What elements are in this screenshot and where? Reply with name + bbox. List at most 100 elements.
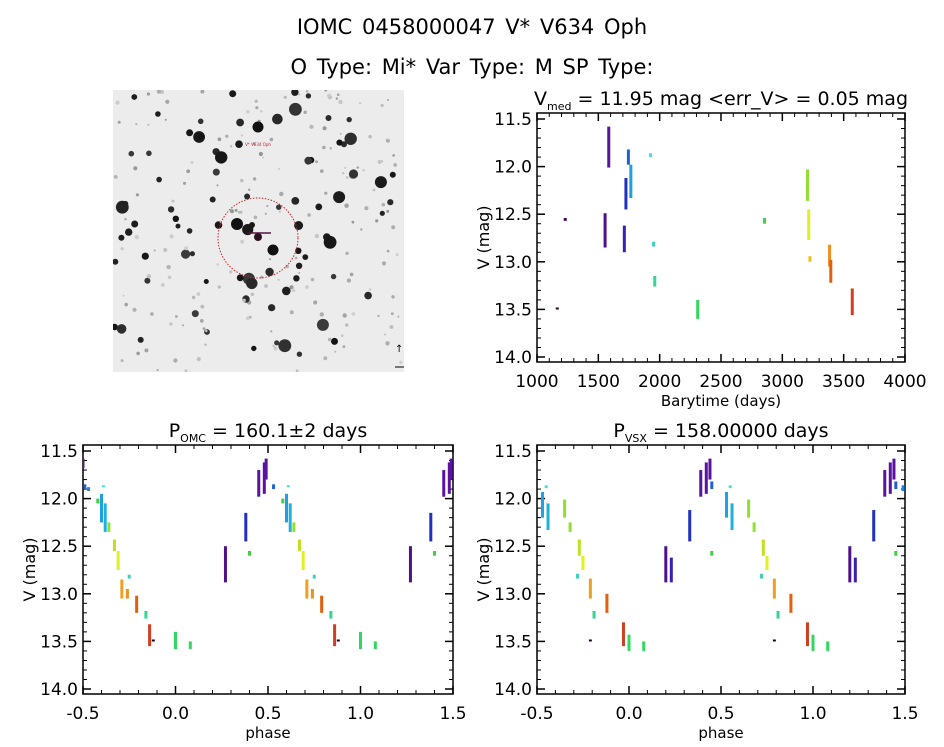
data-point-cluster	[730, 503, 734, 531]
star	[153, 249, 156, 252]
star	[181, 249, 191, 259]
star	[298, 272, 301, 274]
y-tick-label: 14.0	[494, 680, 532, 700]
data-point-cluster	[747, 499, 751, 518]
star	[387, 199, 394, 206]
chart-title: PVSX = 158.00000 days	[613, 420, 828, 445]
y-tick-label: 13.5	[40, 632, 78, 652]
star	[146, 274, 152, 279]
star	[231, 218, 243, 230]
star	[135, 123, 138, 126]
data-point-cluster	[148, 624, 152, 647]
star	[387, 98, 390, 102]
star	[197, 133, 204, 140]
y-tick-label: 12.0	[494, 490, 532, 510]
star	[160, 283, 165, 287]
data-point-cluster	[883, 470, 887, 497]
data-point-cluster	[826, 641, 830, 651]
data-point-cluster	[605, 593, 609, 613]
header-object-id: IOMC 0458000047 V* V634 Oph	[296, 15, 648, 39]
star	[169, 322, 173, 326]
star	[278, 339, 292, 353]
star	[324, 90, 328, 92]
data-point-cluster	[607, 126, 611, 168]
data-point-cluster	[725, 491, 729, 518]
star	[171, 199, 175, 203]
star	[240, 134, 244, 137]
data-point-cluster	[288, 503, 292, 532]
data-point-cluster	[669, 557, 673, 583]
star	[230, 209, 234, 214]
data-point-cluster	[621, 622, 625, 647]
star	[334, 350, 337, 353]
star	[236, 118, 244, 127]
data-point-cluster	[100, 493, 103, 523]
star	[313, 300, 318, 305]
star	[345, 251, 349, 255]
x-tick-label: 0.0	[162, 704, 189, 724]
y-tick-label: 11.5	[494, 110, 532, 130]
star	[342, 313, 347, 318]
y-tick-label: 13.0	[494, 585, 532, 605]
chart-title: POMC = 160.1±2 days	[169, 420, 368, 445]
y-tick-label: 12.5	[40, 537, 78, 557]
star	[327, 93, 332, 98]
star	[113, 323, 118, 331]
star	[252, 177, 257, 181]
phase-omc-plot: -0.5 0.0 0.5 1.0 1.5 11.5 12.0 12.5 13.0 13.5 14.0…	[20, 420, 467, 742]
target-circle	[217, 197, 299, 279]
star	[131, 220, 139, 228]
star	[342, 345, 346, 348]
star	[291, 197, 300, 205]
star	[289, 285, 294, 290]
star	[204, 343, 207, 346]
y-tick-label: 14.0	[40, 680, 78, 700]
star	[225, 134, 229, 138]
x-tick-label: 1.5	[891, 704, 918, 724]
data-point-cluster	[588, 639, 592, 642]
star	[264, 212, 267, 215]
star	[186, 228, 193, 234]
star	[200, 304, 205, 309]
star	[236, 274, 244, 282]
y-tick-label: 12.0	[40, 490, 78, 510]
data-point-cluster	[805, 622, 809, 647]
star	[399, 360, 403, 364]
star	[144, 348, 149, 353]
x-tick-label: 4000	[883, 372, 926, 392]
x-tick-label: 0.5	[254, 704, 281, 724]
data-point-cluster	[629, 164, 633, 199]
star	[184, 246, 189, 251]
data-point-cluster	[333, 624, 337, 647]
star	[345, 323, 349, 327]
y-tick-label: 14.0	[494, 348, 532, 368]
data-point-cluster	[305, 579, 309, 599]
data-point-cluster	[223, 546, 227, 583]
star	[200, 90, 205, 94]
star	[346, 116, 352, 123]
x-tick-label: 0.5	[707, 704, 734, 724]
star	[289, 310, 294, 315]
x-axis-label: phase	[245, 724, 290, 742]
data-point-cluster	[135, 595, 139, 613]
data-point-cluster	[248, 550, 251, 556]
plot-frame	[82, 444, 454, 695]
data-point-cluster	[546, 503, 550, 531]
star	[381, 160, 384, 163]
star	[279, 191, 284, 197]
data-point-cluster	[759, 573, 763, 579]
y-tick-label: 11.5	[494, 442, 532, 462]
star	[135, 193, 139, 197]
star	[181, 324, 185, 327]
star	[217, 137, 222, 142]
data-point-cluster	[320, 595, 324, 613]
star	[209, 196, 216, 203]
star	[381, 202, 386, 207]
star	[364, 291, 372, 300]
data-point-cluster	[563, 499, 567, 518]
target-label: V* V634 Oph	[245, 142, 271, 147]
star	[174, 315, 178, 318]
data-point-cluster	[850, 288, 854, 316]
star	[264, 284, 268, 288]
data-point-cluster	[285, 493, 288, 523]
